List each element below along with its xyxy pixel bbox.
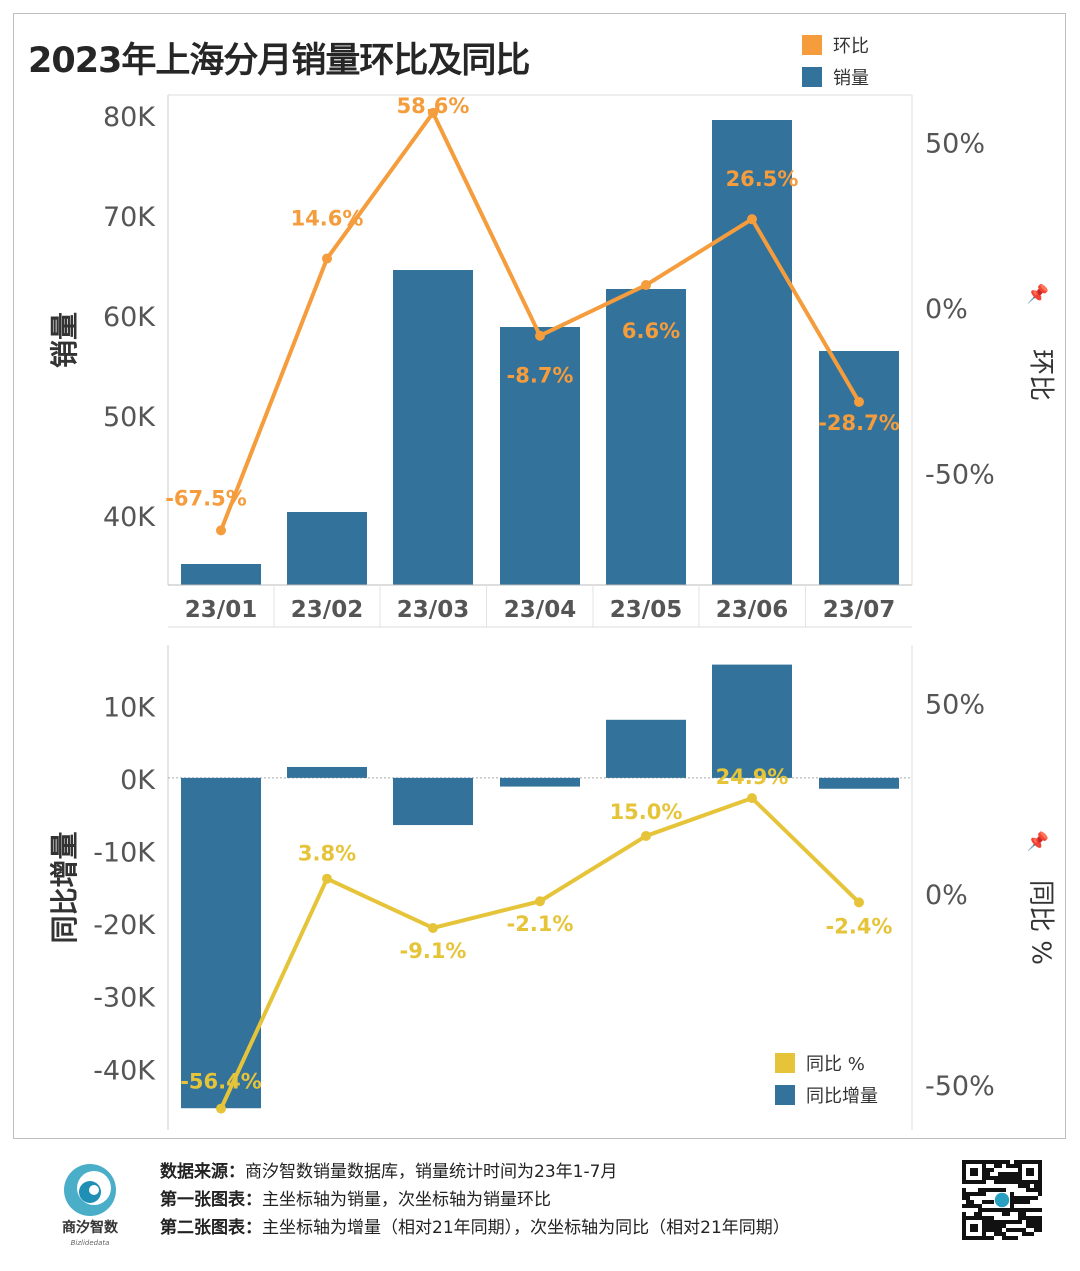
panel1-data-label: -67.5% [165, 486, 247, 510]
x-tick-label: 23/07 [823, 597, 895, 623]
panel1-data-label: 26.5% [726, 167, 799, 191]
panel1-bar-23/07 [819, 351, 899, 585]
panel1-left-tick-label: 50K [103, 402, 156, 433]
panel2-bar-23/03 [393, 777, 473, 826]
panel1-right-tick-label: -50% [925, 459, 995, 490]
panel1-line-point-23/05 [641, 280, 651, 291]
panel2-line-point-23/01 [216, 1103, 226, 1114]
panel1-pin-icon: 📌 [1027, 283, 1049, 305]
panel2-data-label: -9.1% [400, 939, 467, 963]
panel1-line-point-23/07 [854, 396, 864, 407]
panel2-line-point-23/06 [747, 793, 757, 804]
panel2-data-label: 24.9% [716, 765, 789, 789]
legend1-label: 环比 [833, 36, 869, 57]
panel1-data-label: 58.6% [397, 94, 470, 118]
panel2-line-point-23/07 [854, 897, 864, 908]
legend2-swatch [775, 1085, 795, 1105]
panel2-bar-23/01 [181, 777, 261, 1109]
panel1-data-label: -28.7% [818, 411, 900, 435]
x-tick-label: 23/03 [397, 597, 469, 623]
panel2-data-label: -56.4% [180, 1070, 262, 1094]
panel2-data-label: 3.8% [298, 842, 356, 866]
legend1-label: 销量 [833, 68, 869, 89]
panel2-left-axis-title: 同比增量 [48, 831, 81, 943]
panel2-bar-23/04 [500, 777, 580, 787]
panel2-left-tick-label: 0K [120, 765, 156, 796]
panel2-left-tick-label: 10K [103, 692, 156, 723]
panel1-bar-23/03 [393, 270, 473, 585]
panel2-bar-23/07 [819, 777, 899, 789]
logo-subtext: Bizlidedata [71, 1239, 110, 1247]
panel2-left-tick-label: -20K [93, 910, 156, 941]
panel1-right-axis-title: 环比 [1026, 349, 1056, 401]
panel2-data-label: -2.4% [826, 914, 893, 938]
legend2-swatch [775, 1053, 795, 1073]
panel1-left-tick-label: 70K [103, 202, 156, 233]
panel2-data-label: -2.1% [507, 912, 574, 936]
panel1-line-point-23/02 [322, 253, 332, 264]
panel1-bar-23/05 [606, 289, 686, 585]
footer-line-chart2: 第二张图表：主坐标轴为增量（相对21年同期），次坐标轴为同比（相对21年同期） [160, 1218, 790, 1238]
panel2-left-tick-label: -10K [93, 837, 156, 868]
panel1-data-label: -8.7% [507, 364, 574, 388]
panel1-right-tick-label: 0% [925, 294, 968, 325]
x-tick-label: 23/04 [504, 597, 576, 623]
panel2-line-point-23/03 [428, 922, 438, 933]
panel1-bar-23/01 [181, 564, 261, 585]
panel2-right-tick-label: 0% [925, 880, 968, 911]
panel2-right-axis-title: 同比 % [1026, 880, 1056, 965]
panel2-bar-23/05 [606, 719, 686, 778]
panel1-left-tick-label: 80K [103, 102, 156, 133]
legend2-label: 同比增量 [806, 1086, 878, 1107]
panel2-pin-icon: 📌 [1027, 831, 1049, 853]
panel2-left-tick-label: -30K [93, 983, 156, 1014]
footer-notes: 数据来源：商汐智数销量数据库，销量统计时间为23年1-7月 第一张图表：主坐标轴… [160, 1158, 790, 1242]
panel2-line-point-23/04 [535, 896, 545, 907]
panel1-line-point-23/04 [535, 330, 545, 341]
logo-text: 商汐智数 [62, 1219, 119, 1236]
chart-title: 2023年上海分月销量环比及同比 [28, 41, 530, 81]
x-tick-label: 23/02 [291, 597, 363, 623]
panel1-line-point-23/01 [216, 525, 226, 536]
panel2-line-point-23/05 [641, 830, 651, 841]
footer-line-source: 数据来源：商汐智数销量数据库，销量统计时间为23年1-7月 [160, 1162, 618, 1182]
legend1-swatch [802, 35, 822, 55]
panel1-bar-23/06 [712, 120, 792, 585]
x-tick-label: 23/01 [185, 597, 257, 623]
panel1-bar-23/04 [500, 327, 580, 585]
panel2-data-label: 15.0% [610, 800, 683, 824]
footer-line-chart1: 第一张图表：主坐标轴为销量，次坐标轴为销量环比 [160, 1190, 551, 1210]
panel1-data-label: 14.6% [291, 207, 364, 231]
panel2-right-tick-label: 50% [925, 689, 985, 720]
panel1-left-axis-title: 销量 [48, 312, 81, 368]
x-tick-label: 23/05 [610, 597, 682, 623]
legend1-swatch [802, 67, 822, 87]
panel1-left-tick-label: 40K [103, 502, 156, 533]
chart-area: 40K50K60K70K80K-50%0%50%销量环比📌-67.5%14.6%… [48, 35, 1056, 1130]
panel1-bar-23/02 [287, 512, 367, 585]
panel1-data-label: 6.6% [622, 319, 680, 343]
panel1-left-tick-label: 60K [103, 302, 156, 333]
panel1-line-point-23/03 [428, 107, 438, 118]
panel2-bar-23/06 [712, 664, 792, 778]
panel2-bar-23/02 [287, 766, 367, 778]
panel2-left-tick-label: -40K [93, 1055, 156, 1086]
panel1-line-point-23/06 [747, 214, 757, 225]
qr-code [962, 1160, 1042, 1240]
legend2-label: 同比 % [806, 1054, 865, 1075]
chart-frame [13, 13, 1066, 1139]
panel1-right-tick-label: 50% [925, 128, 985, 159]
brand-logo: 商汐智数 Bizlidedata [62, 1164, 119, 1247]
panel2-line-point-23/02 [322, 873, 332, 884]
panel2-right-tick-label: -50% [925, 1071, 995, 1102]
x-tick-label: 23/06 [716, 597, 788, 623]
